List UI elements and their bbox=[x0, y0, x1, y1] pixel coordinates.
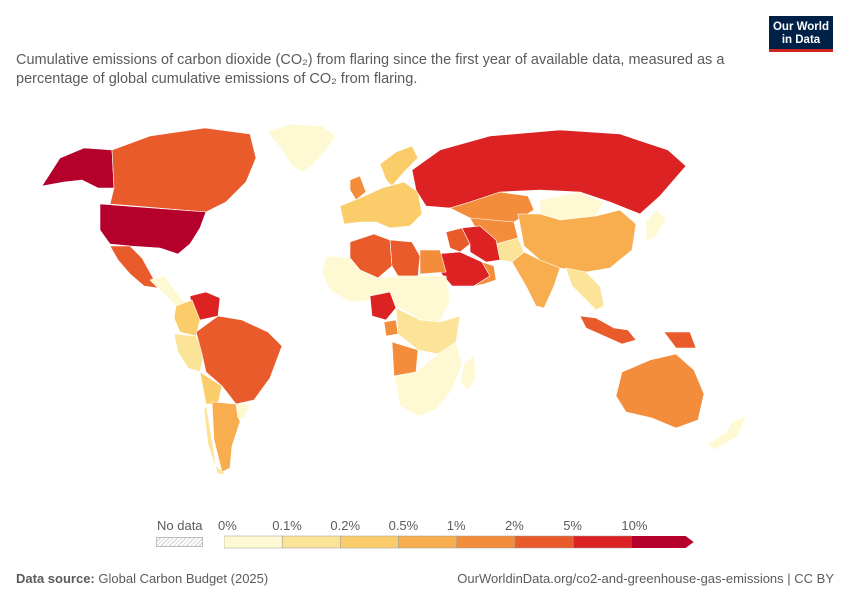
legend-swatch bbox=[456, 535, 516, 549]
map-region[interactable] bbox=[267, 123, 337, 173]
legend-bin-label: 5% bbox=[563, 518, 582, 533]
map-region[interactable] bbox=[99, 203, 207, 255]
map-region[interactable] bbox=[615, 353, 705, 429]
map-region[interactable] bbox=[419, 249, 447, 275]
map-region[interactable] bbox=[459, 355, 477, 391]
map-region[interactable] bbox=[235, 403, 251, 421]
map-region[interactable] bbox=[579, 315, 637, 345]
map-region[interactable] bbox=[195, 315, 283, 405]
map-region[interactable] bbox=[389, 239, 421, 277]
legend-swatch bbox=[340, 535, 399, 549]
world-map[interactable] bbox=[0, 110, 850, 510]
legend-bin-label: 0.2% bbox=[330, 518, 361, 533]
legend-swatch bbox=[514, 535, 574, 549]
legend-bin-label: 10% bbox=[621, 518, 648, 533]
legend-bin-label: 0% bbox=[218, 518, 237, 533]
legend-no-data-label: No data bbox=[157, 518, 203, 533]
map-region[interactable] bbox=[109, 127, 257, 213]
legend-bin-label: 1% bbox=[446, 518, 466, 533]
map-region[interactable] bbox=[149, 275, 189, 309]
logo-line-1: Our World bbox=[772, 21, 829, 33]
logo-line-2: in Data bbox=[781, 34, 821, 46]
legend-color-bar bbox=[224, 535, 694, 549]
map-region[interactable] bbox=[349, 175, 367, 201]
map-region[interactable] bbox=[393, 341, 463, 417]
legend-swatch bbox=[224, 535, 283, 549]
map-region[interactable] bbox=[707, 415, 747, 451]
legend-swatch bbox=[631, 536, 694, 548]
map-region[interactable] bbox=[41, 147, 115, 189]
map-region[interactable] bbox=[339, 181, 423, 229]
map-region[interactable] bbox=[411, 129, 687, 215]
map-region[interactable] bbox=[473, 261, 497, 287]
owid-logo[interactable]: Our World in Data bbox=[769, 16, 833, 52]
map-region[interactable] bbox=[321, 255, 451, 323]
map-region[interactable] bbox=[379, 145, 419, 187]
legend-swatch bbox=[572, 535, 632, 549]
legend-bin-label: 0.1% bbox=[272, 518, 302, 533]
legend-swatch bbox=[398, 535, 458, 549]
map-region[interactable] bbox=[109, 245, 159, 289]
source-url-link[interactable]: OurWorldinData.org/co2-and-greenhouse-ga… bbox=[457, 571, 834, 586]
map-region[interactable] bbox=[211, 401, 241, 473]
legend-bin-label: 0.5% bbox=[388, 518, 419, 533]
data-source-label: Data source: bbox=[16, 571, 95, 586]
map-region[interactable] bbox=[383, 319, 399, 337]
map-region[interactable] bbox=[461, 225, 501, 263]
map-region[interactable] bbox=[511, 251, 561, 309]
map-region[interactable] bbox=[369, 291, 397, 321]
legend-bin-label: 2% bbox=[505, 518, 524, 533]
map-region[interactable] bbox=[663, 331, 697, 349]
legend-swatch bbox=[281, 535, 341, 549]
chart-subtitle: Cumulative emissions of carbon dioxide (… bbox=[16, 52, 725, 87]
data-source: Data source: Global Carbon Budget (2025) bbox=[16, 571, 268, 586]
map-region[interactable] bbox=[445, 227, 471, 253]
legend-no-data-swatch bbox=[156, 537, 203, 547]
map-region[interactable] bbox=[645, 209, 667, 243]
map-region[interactable] bbox=[565, 267, 605, 311]
map-region[interactable] bbox=[203, 403, 227, 475]
data-source-value: Global Carbon Budget (2025) bbox=[98, 571, 269, 586]
